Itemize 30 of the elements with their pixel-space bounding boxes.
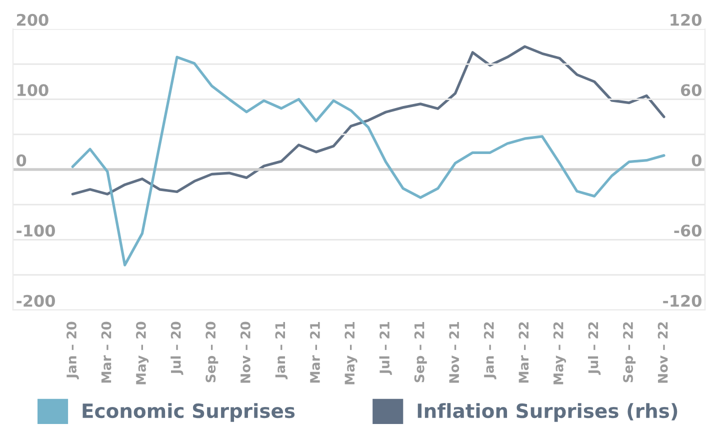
y2-tick-label: -120 bbox=[663, 294, 702, 307]
x-tick-label: Mar – 22 bbox=[518, 322, 529, 383]
x-tick-label: Sep – 21 bbox=[414, 322, 427, 382]
x-tick-label: May – 20 bbox=[136, 322, 149, 384]
y2-tick-label: 120 bbox=[670, 14, 702, 26]
y2-tick-label: 0 bbox=[692, 154, 702, 166]
x-tick-label: Jul – 21 bbox=[379, 322, 392, 375]
x-tick-label: May – 22 bbox=[553, 322, 566, 384]
legend-label: Inflation Surprises (rhs) bbox=[418, 403, 678, 422]
x-tick-label: Jul – 20 bbox=[170, 322, 184, 375]
y-tick-label: -100 bbox=[16, 224, 55, 237]
x-tick-label: Jan – 20 bbox=[66, 322, 79, 380]
x-tick-label: Jan – 21 bbox=[275, 322, 288, 380]
x-tick-label: Nov – 21 bbox=[449, 322, 460, 383]
x-tick-label: Mar – 21 bbox=[310, 322, 320, 383]
y2-tick-label: 60 bbox=[680, 84, 702, 96]
x-tick-label: Nov – 22 bbox=[658, 322, 668, 383]
x-tick-label: May – 21 bbox=[344, 322, 358, 384]
y-tick-label: -200 bbox=[16, 294, 55, 307]
x-tick-label: Mar – 20 bbox=[101, 322, 112, 383]
x-tick-label: Sep – 22 bbox=[623, 322, 636, 382]
legend-label: Economic Surprises bbox=[82, 403, 295, 422]
y-tick-label: 0 bbox=[16, 154, 26, 166]
x-tick-label: Jan – 22 bbox=[484, 322, 496, 380]
y2-tick-label: -60 bbox=[674, 224, 702, 237]
x-tick-label: Nov – 20 bbox=[240, 322, 250, 383]
y-tick-label: 100 bbox=[18, 84, 48, 96]
x-tick-label: Jul – 22 bbox=[588, 322, 601, 375]
x-tick-label: Sep – 20 bbox=[206, 322, 218, 382]
y-tick-label: 200 bbox=[17, 14, 48, 26]
